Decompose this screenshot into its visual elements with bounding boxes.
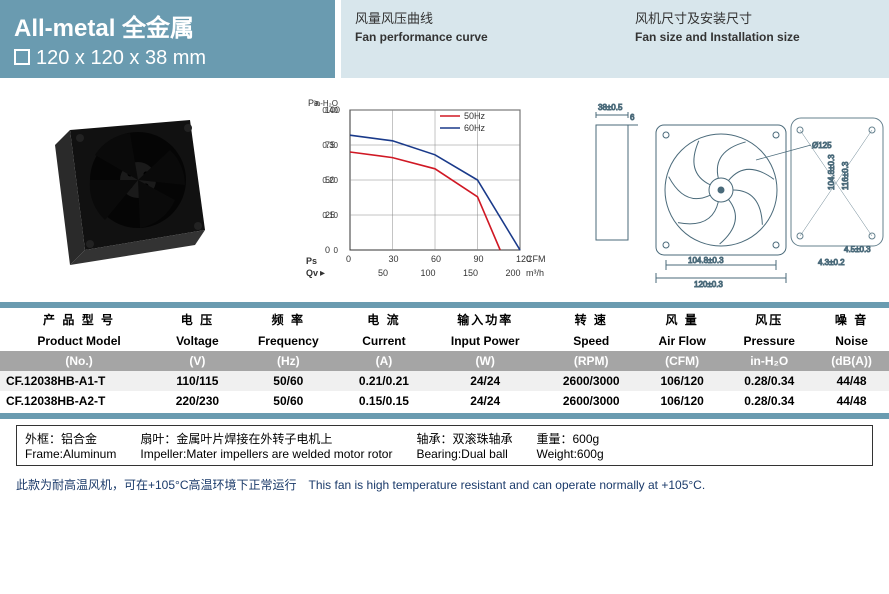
table-th: Speed [542,331,640,351]
table-th: Product Model [0,331,158,351]
table-th: 风 量 [640,308,724,331]
square-icon [14,49,30,65]
spec-table: 产 品 型 号电 压频 率电 流输入功率转 速风 量风压噪 音 Product … [0,308,889,411]
dimension-drawing: 38±0.5 6 Ø125 [586,90,886,290]
high-temp-note: 此款为耐高温风机，可在+105°C高温环境下正常运行 This fan is h… [0,472,889,497]
table-th: (W) [428,351,543,371]
table-th: Input Power [428,331,543,351]
svg-text:104.8±0.3: 104.8±0.3 [827,154,836,190]
svg-text:4.5±0.3: 4.5±0.3 [844,245,871,254]
fan-photo [0,95,260,285]
svg-text:m³/h: m³/h [526,268,544,278]
dimension-label: 风机尺寸及安装尺寸 Fan size and Installation size [635,8,875,70]
table-th: 噪 音 [814,308,889,331]
table-th: 转 速 [542,308,640,331]
svg-text:60: 60 [431,254,441,264]
svg-text:0: 0 [325,245,330,255]
header-labels: 风量风压曲线 Fan performance curve 风机尺寸及安装尺寸 F… [341,0,889,78]
svg-text:100: 100 [421,268,436,278]
table-th: Voltage [158,331,237,351]
svg-text:0.10: 0.10 [322,211,338,220]
svg-text:200: 200 [506,268,521,278]
table-th: Pressure [724,331,814,351]
product-size-line: 120 x 120 x 38 mm [14,47,321,70]
svg-text:150: 150 [463,268,478,278]
table-bottom-bar [0,413,889,419]
svg-text:30: 30 [389,254,399,264]
svg-text:116±0.3: 116±0.3 [841,161,850,190]
curve-label: 风量风压曲线 Fan performance curve [355,8,595,70]
svg-text:50: 50 [378,268,388,278]
title-block: All-metal 全金属 120 x 120 x 38 mm [0,0,335,78]
svg-text:4.3±0.2: 4.3±0.2 [818,258,845,267]
weight: 重量：600g Weight:600g [536,430,603,461]
product-title: All-metal 全金属 [14,8,321,43]
table-th: 频 率 [237,308,340,331]
table-row: CF.12038HB-A1-T110/11550/600.21/0.2124/2… [0,371,889,391]
table-th: Current [340,331,428,351]
table-th: (V) [158,351,237,371]
table-th: Air Flow [640,331,724,351]
table-th: (A) [340,351,428,371]
svg-text:0.30: 0.30 [322,141,338,150]
svg-text:90: 90 [474,254,484,264]
svg-text:Qv: Qv [306,268,318,278]
svg-text:38±0.5: 38±0.5 [598,103,623,112]
svg-text:in-H₂O: in-H₂O [314,99,338,108]
table-th: (CFM) [640,351,724,371]
svg-text:104.8±0.3: 104.8±0.3 [688,256,724,265]
svg-text:0.20: 0.20 [322,176,338,185]
table-th: in-H₂O [724,351,814,371]
svg-text:Ps: Ps [306,256,317,266]
table-th: 输入功率 [428,308,543,331]
materials-row: 外框：铝合金 Frame:Aluminum 扇叶：金属叶片焊接在外转子电机上 I… [16,425,873,466]
performance-chart: 025507510000.100.200.300.40Pain-H₂O03060… [278,90,568,290]
spec-table-wrap: 产 品 型 号电 压频 率电 流输入功率转 速风 量风压噪 音 Product … [0,302,889,419]
svg-text:▸: ▸ [320,268,325,279]
svg-text:60Hz: 60Hz [464,123,486,133]
svg-text:CFM: CFM [526,254,546,264]
table-th: (Hz) [237,351,340,371]
table-th: (No.) [0,351,158,371]
table-th: 风压 [724,308,814,331]
impeller-material: 扇叶：金属叶片焊接在外转子电机上 Impeller:Mater impeller… [140,430,392,461]
table-th: Noise [814,331,889,351]
table-th: Frequency [237,331,340,351]
svg-text:Ø125: Ø125 [812,141,832,150]
svg-text:120±0.3: 120±0.3 [694,280,723,289]
table-row: CF.12038HB-A2-T220/23050/600.15/0.1524/2… [0,391,889,411]
bearing-type: 轴承：双滚珠轴承 Bearing:Dual ball [416,430,512,461]
svg-text:0: 0 [334,246,339,255]
frame-material: 外框：铝合金 Frame:Aluminum [25,430,116,461]
table-th: 电 流 [340,308,428,331]
table-th: (RPM) [542,351,640,371]
table-th: 电 压 [158,308,237,331]
table-th: (dB(A)) [814,351,889,371]
table-th: 产 品 型 号 [0,308,158,331]
svg-text:0: 0 [346,254,351,264]
svg-text:6: 6 [630,113,635,122]
svg-text:50Hz: 50Hz [464,111,486,121]
